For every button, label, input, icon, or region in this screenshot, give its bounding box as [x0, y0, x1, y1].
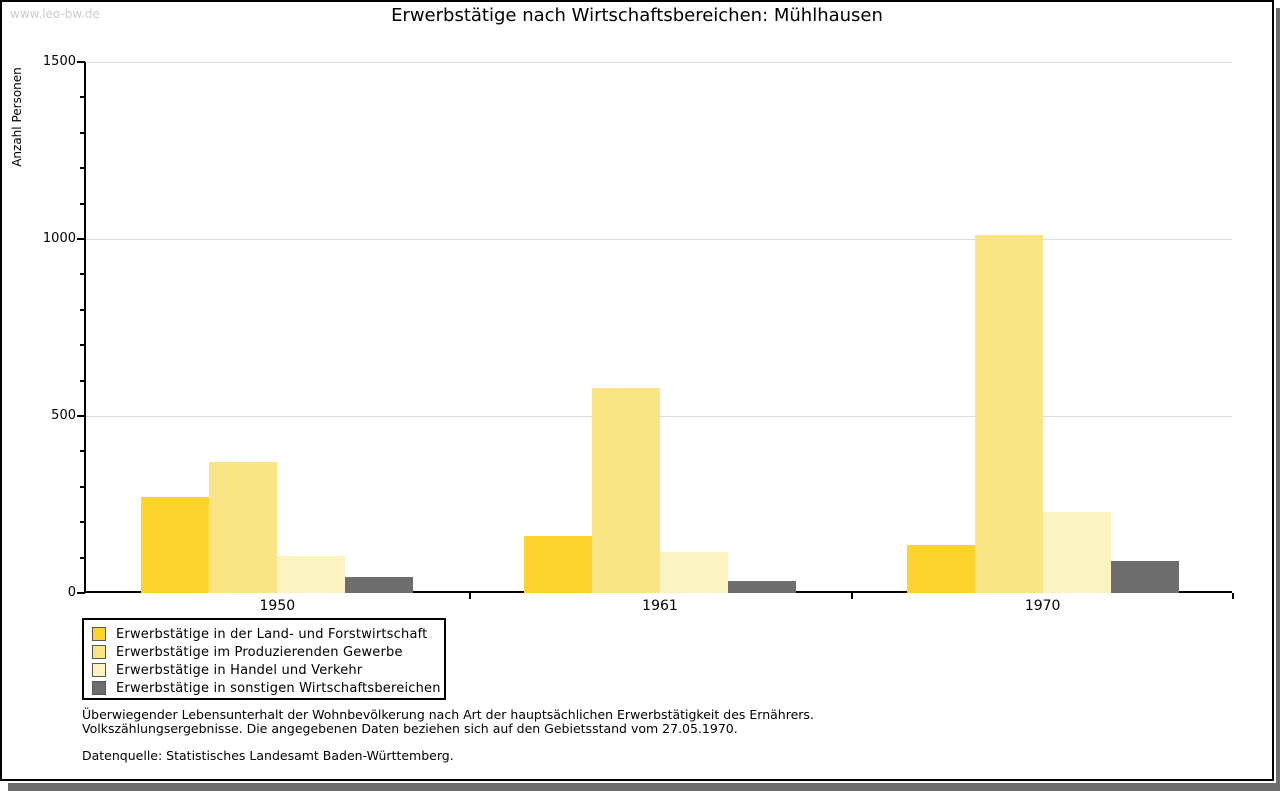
x-axis-category-label: 1970 — [1024, 598, 1061, 614]
y-axis-minor-tick — [80, 379, 84, 382]
bar — [1042, 512, 1111, 593]
y-axis-minor-tick — [80, 485, 84, 488]
bar — [906, 545, 975, 593]
y-axis-tick-label: 1500 — [42, 54, 76, 69]
y-axis-major-tick — [77, 415, 85, 417]
legend-label: Erwerbstätige in Handel und Verkehr — [116, 662, 363, 678]
x-axis-tick — [1232, 593, 1234, 599]
footnotes: Überwiegender Lebensunterhalt der Wohnbe… — [82, 708, 1182, 763]
x-axis-tick — [851, 593, 854, 599]
footnote-line-2: Volkszählungsergebnisse. Die angegebenen… — [82, 721, 738, 736]
legend-item: Erwerbstätige in sonstigen Wirtschaftsbe… — [92, 679, 440, 697]
legend-item: Erwerbstätige in der Land- und Forstwirt… — [92, 625, 436, 643]
bar — [209, 462, 278, 593]
y-axis-minor-tick — [80, 556, 84, 559]
y-axis-tick-label: 0 — [67, 585, 76, 600]
legend-item: Erwerbstätige im Produzierenden Gewerbe — [92, 643, 436, 661]
bar — [1110, 561, 1179, 593]
frame-shadow-right — [1276, 8, 1280, 791]
data-source-note: Datenquelle: Statistisches Landesamt Bad… — [82, 748, 454, 763]
y-axis-minor-tick — [80, 202, 84, 205]
x-axis-tick — [468, 593, 471, 599]
y-axis-tick-label: 1000 — [42, 231, 76, 246]
legend-item: Erwerbstätige in Handel und Verkehr — [92, 661, 436, 679]
y-axis-minor-tick — [80, 308, 84, 311]
bar — [728, 581, 796, 593]
legend: Erwerbstätige in der Land- und Forstwirt… — [82, 618, 446, 700]
legend-label: Erwerbstätige im Produzierenden Gewerbe — [116, 644, 403, 660]
x-axis-category-label: 1950 — [259, 598, 296, 614]
y-axis-major-tick — [77, 238, 85, 240]
bar — [141, 497, 210, 593]
y-axis-label: Anzahl Personen — [10, 67, 24, 167]
legend-label: Erwerbstätige in sonstigen Wirtschaftsbe… — [116, 680, 441, 696]
y-axis-minor-tick — [80, 131, 84, 134]
y-axis-minor-tick — [80, 450, 84, 453]
bar — [592, 388, 660, 593]
bar — [277, 556, 346, 593]
footnote-line-1: Überwiegender Lebensunterhalt der Wohnbe… — [82, 707, 814, 722]
y-axis-minor-tick — [80, 167, 84, 170]
x-axis-category-label: 1961 — [642, 598, 678, 614]
legend-swatch — [92, 681, 106, 695]
y-axis-minor-tick — [80, 96, 84, 99]
bar — [660, 552, 728, 593]
chart-title: Erwerbstätige nach Wirtschaftsbereichen:… — [391, 5, 883, 26]
legend-swatch — [92, 645, 106, 659]
bar — [524, 536, 592, 593]
y-axis-minor-tick — [80, 273, 84, 276]
legend-swatch — [92, 663, 106, 677]
y-axis-tick-label: 500 — [51, 408, 76, 423]
legend-label: Erwerbstätige in der Land- und Forstwirt… — [116, 626, 428, 642]
frame-shadow-bottom — [8, 783, 1280, 791]
watermark: www.leo-bw.de — [10, 7, 100, 21]
bar — [345, 577, 414, 593]
legend-swatch — [92, 627, 106, 641]
y-axis-major-tick — [77, 592, 85, 594]
gridline — [86, 62, 1232, 63]
y-axis-minor-tick — [80, 344, 84, 347]
plot-area: 0 500 1000 1500 1950 1961 1970 — [43, 54, 1234, 614]
y-axis-minor-tick — [80, 521, 84, 524]
gridline — [86, 239, 1232, 240]
bar — [974, 235, 1043, 593]
y-axis-major-tick — [77, 61, 85, 63]
